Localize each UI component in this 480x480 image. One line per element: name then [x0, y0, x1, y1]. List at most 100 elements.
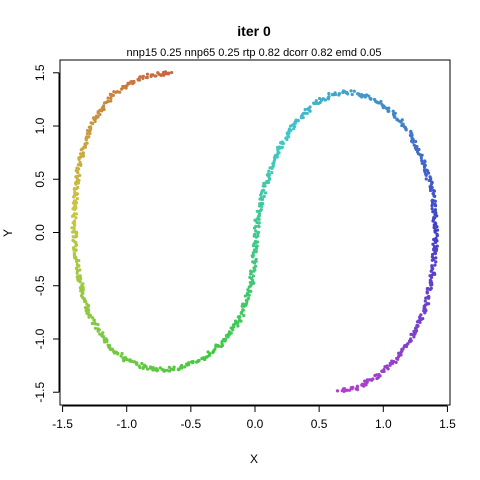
x-tick-label: 0.0: [247, 417, 264, 431]
data-point: [430, 180, 434, 185]
data-point: [254, 244, 259, 249]
data-point: [120, 87, 124, 91]
data-point: [395, 356, 399, 361]
data-point: [74, 175, 78, 179]
data-point: [164, 72, 168, 76]
data-point: [102, 101, 107, 105]
chart-title: iter 0: [237, 23, 271, 39]
data-point: [409, 332, 413, 336]
data-point: [93, 326, 98, 330]
data-point: [81, 286, 85, 290]
data-point: [360, 95, 364, 99]
data-point: [145, 72, 150, 76]
data-point: [280, 140, 284, 144]
data-point: [112, 90, 116, 94]
y-tick-label: 1.0: [33, 117, 47, 134]
x-tick-label: -1.5: [52, 417, 73, 431]
data-point: [81, 282, 85, 286]
data-point: [78, 280, 82, 284]
data-point: [406, 342, 410, 346]
data-point: [355, 384, 359, 388]
x-tick-label: 1.5: [439, 417, 456, 431]
data-point: [146, 367, 150, 371]
data-point: [236, 324, 240, 328]
data-point: [393, 115, 397, 119]
data-point: [89, 121, 93, 125]
data-point: [430, 258, 434, 262]
data-point: [373, 373, 377, 378]
data-point: [233, 322, 237, 326]
data-point: [430, 207, 434, 211]
data-point: [140, 361, 144, 366]
data-point: [109, 96, 113, 100]
data-point: [251, 260, 255, 264]
data-point: [391, 361, 395, 366]
data-point: [350, 92, 354, 97]
data-point: [277, 145, 281, 149]
data-point: [74, 182, 78, 186]
data-point: [76, 264, 80, 268]
x-axis-label: X: [250, 452, 258, 466]
data-point: [266, 172, 270, 176]
data-point: [424, 177, 428, 181]
data-point: [349, 89, 353, 93]
data-point: [259, 201, 263, 205]
data-point: [88, 126, 93, 130]
data-point: [72, 223, 77, 227]
data-point: [74, 187, 78, 191]
chart-subtitle: nnp15 0.25 nnp65 0.25 rtp 0.82 dcorr 0.8…: [126, 47, 381, 59]
data-point: [327, 94, 331, 99]
data-point: [241, 302, 246, 306]
data-point: [74, 248, 78, 252]
data-point: [75, 271, 79, 275]
data-point: [412, 143, 416, 147]
data-point: [416, 152, 421, 156]
data-point: [242, 313, 246, 318]
data-point: [138, 75, 142, 79]
data-point: [259, 208, 263, 212]
data-point: [347, 388, 352, 392]
data-point: [171, 367, 176, 372]
data-point: [172, 365, 176, 369]
data-point: [429, 269, 433, 273]
data-point: [77, 157, 81, 161]
data-point: [80, 295, 84, 299]
data-point: [423, 311, 427, 315]
data-point: [383, 365, 387, 369]
data-point: [151, 365, 155, 370]
data-point: [426, 296, 431, 300]
data-point: [427, 178, 431, 183]
data-point: [418, 320, 422, 324]
data-point: [280, 145, 284, 149]
data-point: [435, 233, 439, 238]
data-point: [360, 382, 364, 386]
data-point: [433, 230, 437, 234]
data-point: [257, 213, 261, 217]
data-point: [231, 328, 235, 332]
y-axis: -1.5 -1.0 -0.5 0.0 0.5 1.0 1.5: [33, 64, 60, 403]
data-point: [98, 332, 102, 336]
data-point: [409, 130, 413, 134]
data-point: [128, 359, 132, 363]
data-point: [352, 89, 356, 93]
data-point: [432, 189, 436, 193]
data-point: [428, 188, 433, 193]
data-point: [430, 252, 435, 257]
data-point: [169, 70, 174, 75]
data-point: [156, 71, 160, 75]
data-point: [249, 269, 253, 273]
data-point: [387, 106, 391, 110]
data-points: [70, 70, 440, 393]
data-point: [94, 322, 98, 326]
data-point: [196, 358, 200, 363]
data-point: [90, 316, 95, 320]
data-point: [88, 131, 92, 136]
data-point: [431, 219, 435, 223]
data-point: [239, 311, 243, 315]
data-point: [419, 317, 423, 322]
data-point: [267, 169, 271, 173]
data-point: [419, 156, 423, 160]
data-point: [74, 259, 79, 264]
data-point: [277, 151, 281, 155]
data-point: [86, 306, 90, 311]
